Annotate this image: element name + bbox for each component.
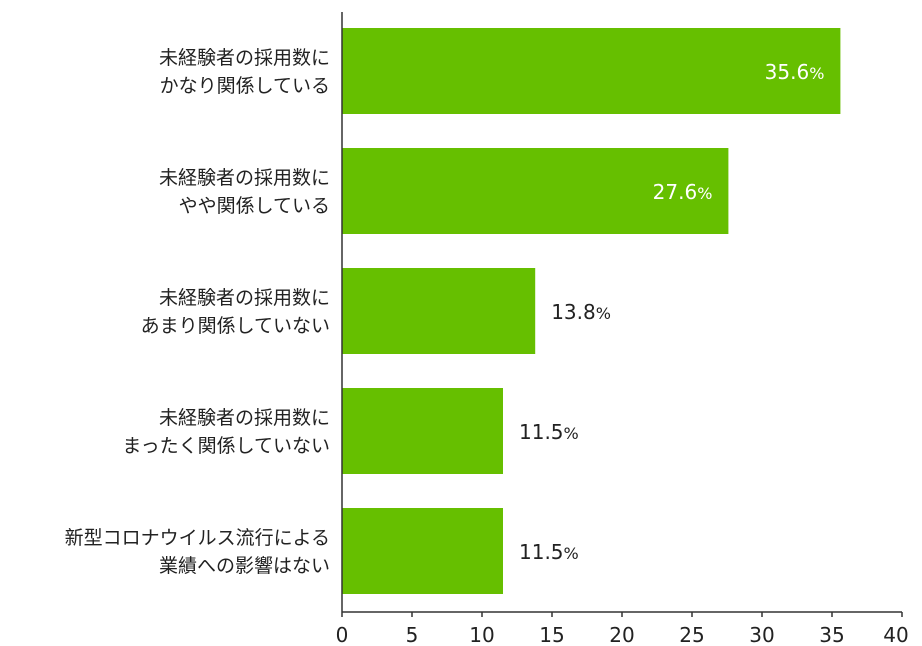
x-tick-label-35: 35 xyxy=(819,623,844,646)
x-tick-label-30: 30 xyxy=(749,623,774,646)
x-tick-label-40: 40 xyxy=(883,623,908,646)
value-label-4: 11.5% xyxy=(519,420,579,444)
category-label-line: 未経験者の採用数に xyxy=(159,407,330,429)
category-label-4: 未経験者の採用数にまったく関係していない xyxy=(122,407,330,457)
x-tick-label-5: 5 xyxy=(406,623,419,646)
x-tick-label-10: 10 xyxy=(469,623,494,646)
value-label-2: 27.6% xyxy=(653,180,713,204)
category-label-line: やや関係している xyxy=(179,195,330,217)
value-number: 11.5 xyxy=(519,420,564,444)
value-unit: % xyxy=(809,64,824,83)
category-label-line: まったく関係していない xyxy=(122,435,330,457)
axes xyxy=(341,12,903,617)
value-label-1: 35.6% xyxy=(765,60,825,84)
value-unit: % xyxy=(697,184,712,203)
category-label-5: 新型コロナウイルス流行による業績への影響はない xyxy=(65,527,330,577)
x-tick-label-20: 20 xyxy=(609,623,634,646)
value-unit: % xyxy=(564,424,579,443)
value-number: 35.6 xyxy=(765,60,810,84)
category-label-line: 未経験者の採用数に xyxy=(159,167,330,189)
value-number: 13.8 xyxy=(551,300,596,324)
category-label-line: 未経験者の採用数に xyxy=(159,47,330,69)
category-labels: 未経験者の採用数にかなり関係している未経験者の採用数にやや関係している未経験者の… xyxy=(65,47,330,577)
bar-3 xyxy=(342,268,536,354)
category-label-2: 未経験者の採用数にやや関係している xyxy=(159,167,330,217)
value-label-3: 13.8% xyxy=(551,300,611,324)
bar-5 xyxy=(342,508,503,594)
category-label-3: 未経験者の採用数にあまり関係していない xyxy=(141,287,330,337)
bars-layer xyxy=(342,28,841,594)
bar-4 xyxy=(342,388,503,474)
value-labels: 35.6%27.6%13.8%11.5%11.5% xyxy=(519,60,824,564)
category-label-line: 業績への影響はない xyxy=(159,555,330,577)
category-label-line: かなり関係している xyxy=(160,75,330,97)
value-label-5: 11.5% xyxy=(519,540,579,564)
category-label-line: 新型コロナウイルス流行による xyxy=(65,527,330,549)
value-number: 27.6 xyxy=(653,180,698,204)
x-tick-label-0: 0 xyxy=(336,623,349,646)
category-label-1: 未経験者の採用数にかなり関係している xyxy=(159,47,330,97)
category-label-line: あまり関係していない xyxy=(141,315,330,337)
x-tick-label-25: 25 xyxy=(679,623,704,646)
value-unit: % xyxy=(596,304,611,323)
bar-1 xyxy=(342,28,841,114)
x-tick-label-15: 15 xyxy=(539,623,564,646)
value-number: 11.5 xyxy=(519,540,564,564)
x-tick-labels: 0 5 10 15 20 25 30 35 40 xyxy=(336,623,909,646)
bar-2 xyxy=(342,148,729,234)
category-label-line: 未経験者の採用数に xyxy=(159,287,330,309)
value-unit: % xyxy=(564,544,579,563)
